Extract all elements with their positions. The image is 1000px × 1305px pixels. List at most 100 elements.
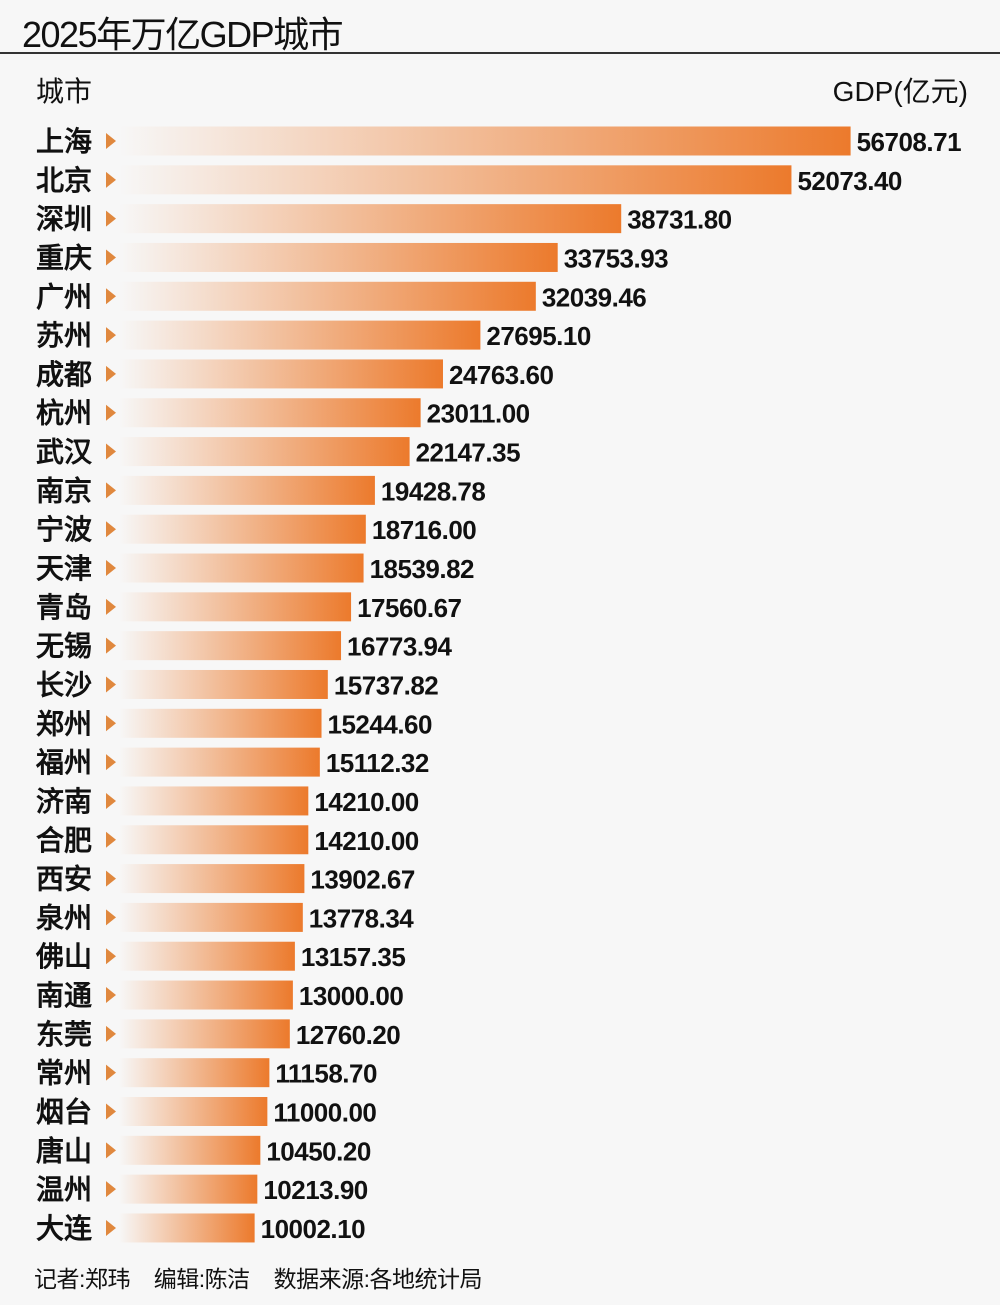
category-header: 城市 — [36, 76, 93, 107]
bar — [119, 1019, 290, 1049]
bar — [119, 320, 481, 350]
triangle-marker-icon — [106, 598, 116, 615]
chart-title: 2025年万亿GDP城市 — [22, 14, 344, 55]
category-label: 大连 — [36, 1213, 93, 1244]
bar — [119, 902, 303, 932]
category-label: 杭州 — [36, 397, 92, 429]
category-label: 青岛 — [36, 591, 92, 623]
value-label: 10450.20 — [266, 1136, 370, 1166]
value-label: 12760.20 — [296, 1020, 400, 1050]
value-label: 15244.60 — [328, 709, 432, 739]
value-label: 19428.78 — [381, 476, 485, 506]
category-label: 佛山 — [35, 941, 92, 972]
category-label: 无锡 — [36, 631, 92, 662]
triangle-marker-icon — [106, 521, 116, 538]
editor-credit: 编辑:陈洁 — [153, 1266, 250, 1292]
category-label: 长沙 — [36, 669, 92, 700]
category-label: 济南 — [36, 786, 92, 817]
value-label: 13157.35 — [301, 942, 405, 972]
triangle-marker-icon — [106, 443, 116, 460]
value-label: 52073.40 — [797, 166, 901, 196]
value-label: 14210.00 — [314, 787, 418, 817]
value-label: 27695.10 — [486, 321, 590, 351]
triangle-marker-icon — [106, 249, 116, 266]
triangle-marker-icon — [106, 404, 116, 421]
bar — [119, 747, 320, 777]
triangle-marker-icon — [106, 1219, 116, 1236]
value-label: 11000.00 — [273, 1098, 376, 1128]
value-label: 22147.35 — [416, 438, 520, 468]
bar — [119, 786, 309, 816]
triangle-marker-icon — [106, 288, 116, 305]
value-label: 56708.71 — [857, 127, 961, 157]
value-label: 18716.00 — [372, 515, 476, 545]
triangle-marker-icon — [106, 365, 116, 382]
bar — [119, 1213, 255, 1243]
category-label: 苏州 — [36, 320, 92, 351]
bar — [119, 825, 309, 855]
triangle-marker-icon — [106, 1181, 116, 1198]
bar — [119, 204, 622, 234]
bar — [119, 631, 342, 661]
category-label: 泉州 — [36, 901, 92, 933]
triangle-marker-icon — [106, 987, 116, 1004]
value-label: 13778.34 — [309, 903, 414, 933]
triangle-marker-icon — [106, 133, 116, 149]
value-label: 10213.90 — [263, 1175, 367, 1205]
category-label: 合肥 — [36, 824, 92, 856]
credits: 记者:郑玮 编辑:陈洁 数据来源:各地统计局 — [34, 1260, 500, 1294]
category-label: 深圳 — [36, 204, 92, 235]
triangle-marker-icon — [106, 870, 116, 887]
triangle-marker-icon — [106, 754, 116, 771]
triangle-marker-icon — [106, 327, 116, 344]
triangle-marker-icon — [106, 482, 116, 499]
bar — [119, 669, 328, 699]
value-label: 18539.82 — [370, 554, 474, 584]
bar — [119, 864, 305, 894]
bar — [119, 1174, 258, 1204]
value-label: 13000.00 — [299, 981, 403, 1011]
bar — [119, 126, 851, 156]
category-label: 西安 — [36, 864, 92, 895]
value-label: 38731.80 — [627, 205, 731, 235]
category-label: 北京 — [36, 164, 92, 196]
triangle-marker-icon — [106, 1064, 116, 1081]
category-label: 烟台 — [36, 1096, 92, 1128]
reporter-credit: 记者:郑玮 — [34, 1266, 130, 1292]
category-label: 福州 — [35, 747, 92, 778]
value-label: 24763.60 — [449, 360, 553, 390]
category-label: 南京 — [36, 474, 92, 506]
category-label: 天津 — [36, 553, 92, 584]
triangle-marker-icon — [106, 792, 116, 809]
bar — [119, 359, 443, 389]
bar — [119, 514, 366, 544]
category-label: 重庆 — [36, 241, 92, 273]
bar — [119, 398, 421, 428]
bar — [119, 1097, 268, 1126]
triangle-marker-icon — [106, 909, 116, 926]
triangle-marker-icon — [106, 171, 116, 188]
triangle-marker-icon — [106, 210, 116, 227]
triangle-marker-icon — [106, 948, 116, 965]
data-source: 数据来源:各地统计局 — [273, 1266, 483, 1292]
value-label: 11158.70 — [275, 1059, 377, 1089]
category-label: 温州 — [36, 1174, 92, 1205]
value-label: 13902.67 — [310, 865, 414, 895]
category-label: 南通 — [36, 980, 92, 1011]
category-label: 唐山 — [36, 1134, 92, 1166]
value-label: 23011.00 — [427, 399, 530, 429]
triangle-marker-icon — [106, 715, 116, 732]
triangle-marker-icon — [106, 1142, 116, 1159]
category-label: 宁波 — [36, 513, 93, 545]
bar — [119, 941, 295, 971]
category-label: 郑州 — [36, 708, 92, 739]
value-label: 15112.32 — [326, 748, 429, 778]
triangle-marker-icon — [106, 831, 116, 848]
bar — [119, 553, 364, 583]
value-label: 33753.93 — [564, 243, 668, 273]
bar — [119, 242, 558, 272]
bar — [119, 1135, 261, 1165]
triangle-marker-icon — [106, 1025, 116, 1042]
category-label: 常州 — [36, 1058, 92, 1089]
